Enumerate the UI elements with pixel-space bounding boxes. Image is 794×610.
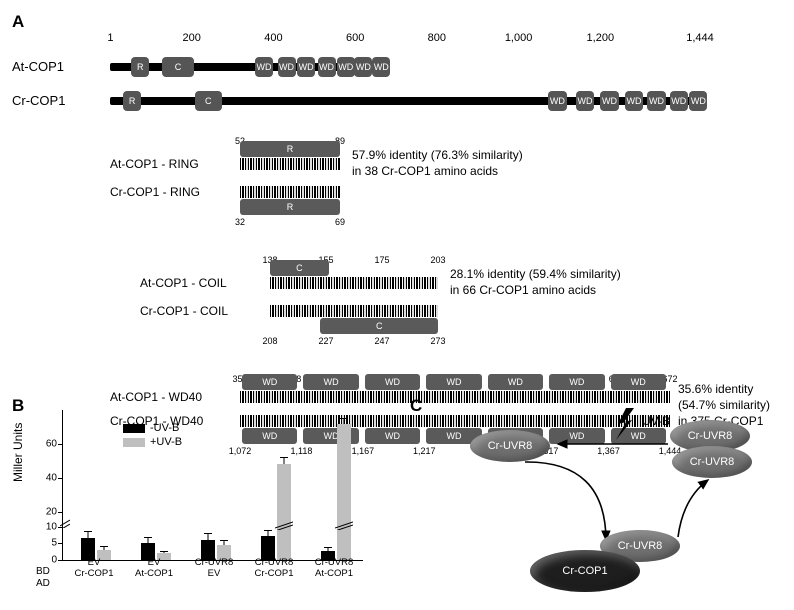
- align-bar-top: R: [240, 153, 340, 175]
- track-label: Cr-COP1: [12, 93, 102, 108]
- domain-WD5: WD: [647, 91, 665, 111]
- scale-tick: 600: [346, 32, 364, 44]
- domain-WD6: WD: [354, 57, 372, 77]
- panel-a: A 12004006008001,0001,2001,444 At-COP1RC…: [12, 12, 782, 460]
- chart-area: -UV-B+UV-B 0510204060: [62, 410, 363, 561]
- y-tick: 5: [35, 538, 57, 549]
- scale-row: 12004006008001,0001,2001,444: [110, 32, 700, 56]
- desc-l2: in 38 Cr-COP1 amino acids: [352, 164, 523, 180]
- y-tick: 60: [35, 438, 57, 449]
- scale-tick: 1: [107, 32, 113, 44]
- y-axis-title: Miller Units: [11, 423, 25, 482]
- domain-WD4: WD: [318, 57, 336, 77]
- uvb-label: UV-B: [642, 414, 670, 428]
- alignment-group: 5289At-COP1 - RINGR57.9% identity (76.3%…: [110, 138, 782, 231]
- legend-item: +UV-B: [123, 436, 182, 448]
- row-label-bd: BD: [36, 566, 50, 577]
- y-tick: 20: [35, 506, 57, 517]
- domain-WD7: WD: [689, 91, 707, 111]
- y-tick: 0: [35, 555, 57, 566]
- align-bar-bot: C: [270, 300, 438, 322]
- pos-label: 69: [335, 217, 345, 227]
- pos-label: 175: [374, 255, 389, 265]
- legend-label: -UV-B: [150, 422, 179, 434]
- domain-WD4: WD: [625, 91, 643, 111]
- align-label-top: At-COP1 - RING: [110, 157, 240, 171]
- legend-label: +UV-B: [150, 436, 182, 448]
- domain-WD5: WD: [337, 57, 355, 77]
- domain-R: R: [123, 91, 141, 111]
- align-label-bot: Cr-COP1 - RING: [110, 185, 240, 199]
- arrow: [678, 480, 708, 537]
- node-cop1: Cr-COP1: [530, 550, 640, 592]
- x-category: EVAt-COP1: [124, 557, 184, 579]
- domain-WD2: WD: [278, 57, 296, 77]
- track-label: At-COP1: [12, 59, 102, 74]
- x-bd: Cr-UVR8: [255, 557, 294, 568]
- node-uvr8-mono: Cr-UVR8: [470, 430, 550, 462]
- align-label-top: At-COP1 - COIL: [140, 276, 270, 290]
- align-label-bot: Cr-COP1 - COIL: [140, 304, 270, 318]
- alignment-group: 138155175203At-COP1 - COILC28.1% identit…: [140, 257, 782, 350]
- domain-C: C: [195, 91, 222, 111]
- x-bd: EV: [88, 557, 101, 568]
- desc-l1: 28.1% identity (59.4% similarity): [450, 267, 621, 283]
- y-tick: 40: [35, 472, 57, 483]
- pos-label: 203: [430, 255, 445, 265]
- bar-pos-upper: [277, 464, 291, 520]
- domain-WD3: WD: [297, 57, 315, 77]
- pos-label: 247: [374, 336, 389, 346]
- desc-l2: in 66 Cr-COP1 amino acids: [450, 283, 621, 299]
- x-category: Cr-UVR8Cr-COP1: [244, 557, 304, 579]
- pos-label: 273: [430, 336, 445, 346]
- y-tick: 10: [35, 521, 57, 532]
- x-ad: EV: [184, 568, 244, 579]
- x-ad: At-COP1: [304, 568, 364, 579]
- uvb-bolt-icon: [616, 408, 634, 440]
- pos-label: 208: [262, 336, 277, 346]
- track: Cr-COP1RCWDWDWDWDWDWDWD: [12, 90, 782, 112]
- domain-WD2: WD: [576, 91, 594, 111]
- row-label-ad: AD: [36, 578, 50, 589]
- panel-b: B Miller Units -UV-B+UV-B 0510204060 BD …: [12, 402, 372, 602]
- x-category: EVCr-COP1: [64, 557, 124, 579]
- tracks-container: At-COP1RCWDWDWDWDWDWDWDCr-COP1RCWDWDWDWD…: [12, 56, 782, 112]
- track: At-COP1RCWDWDWDWDWDWDWD: [12, 56, 782, 78]
- desc-l1: 57.9% identity (76.3% similarity): [352, 148, 523, 164]
- domain-WD1: WD: [548, 91, 567, 111]
- x-ad: Cr-COP1: [244, 568, 304, 579]
- node-uvr8-dimer-2: Cr-UVR8: [672, 446, 752, 478]
- domain-R: R: [131, 57, 149, 77]
- x-bd: Cr-UVR8: [315, 557, 354, 568]
- scale-tick: 1,000: [505, 32, 533, 44]
- scale-tick: 1,200: [587, 32, 615, 44]
- domain-WD1: WD: [255, 57, 273, 77]
- panel-c: C Cr-UVR8Cr-UVR8Cr-UVR8Cr-UVR8Cr-COP1 UV…: [410, 402, 770, 602]
- x-category: Cr-UVR8At-COP1: [304, 557, 364, 579]
- scale-tick: 1,444: [686, 32, 714, 44]
- domain-WD7: WD: [372, 57, 390, 77]
- domain-WD3: WD: [600, 91, 618, 111]
- legend-item: -UV-B: [123, 422, 182, 434]
- x-bd: Cr-UVR8: [195, 557, 234, 568]
- scale-tick: 800: [428, 32, 446, 44]
- panel-a-label: A: [12, 12, 24, 31]
- pos-label: 32: [235, 217, 245, 227]
- align-bar-bot: R: [240, 181, 340, 203]
- scale-tick: 400: [264, 32, 282, 44]
- x-ad: Cr-COP1: [64, 568, 124, 579]
- domain-C: C: [162, 57, 193, 77]
- scale-tick: 200: [183, 32, 201, 44]
- x-ad: At-COP1: [124, 568, 184, 579]
- panel-b-label: B: [12, 396, 24, 416]
- x-category: Cr-UVR8EV: [184, 557, 244, 579]
- pos-label: 227: [318, 336, 333, 346]
- legend: -UV-B +UV-B: [123, 422, 182, 450]
- align-bar-top: C: [270, 272, 438, 294]
- bar-pos-upper: [337, 424, 351, 520]
- arrow: [525, 462, 606, 540]
- x-bd: EV: [148, 557, 161, 568]
- domain-WD6: WD: [670, 91, 688, 111]
